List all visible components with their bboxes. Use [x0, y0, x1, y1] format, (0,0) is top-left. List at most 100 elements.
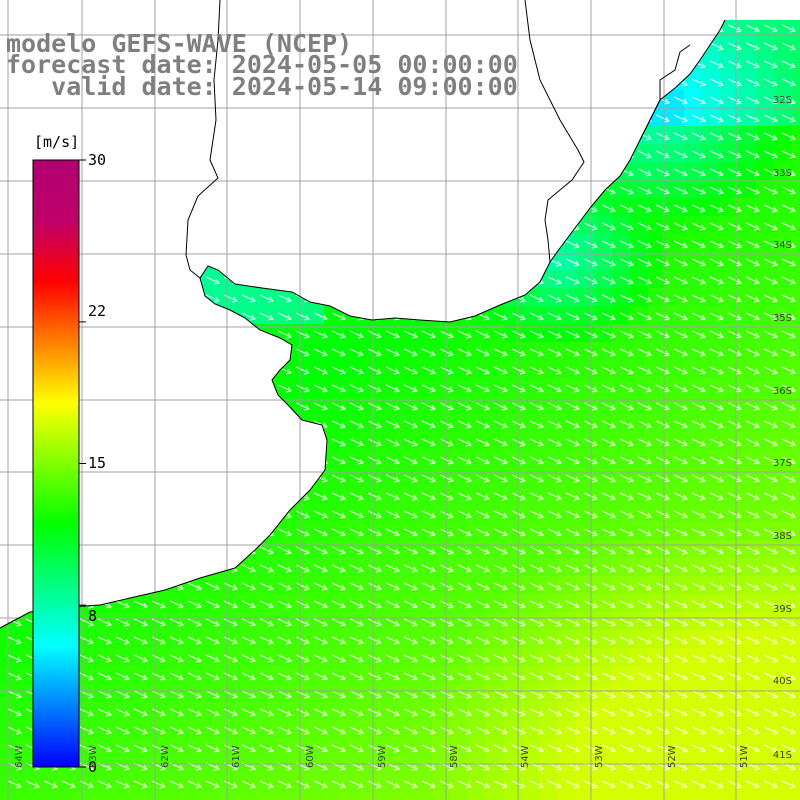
speed-cell	[360, 234, 378, 252]
speed-cell	[414, 612, 432, 630]
speed-cell	[18, 648, 36, 666]
speed-cell	[432, 756, 450, 774]
speed-cell	[216, 0, 234, 18]
speed-cell	[234, 216, 252, 234]
speed-cell	[684, 540, 702, 558]
wind-arrow	[763, 186, 778, 195]
wind-arrow	[421, 294, 436, 303]
speed-cell	[648, 54, 666, 72]
wind-arrow	[727, 402, 742, 411]
speed-cell	[468, 126, 486, 144]
speed-cell	[702, 72, 720, 90]
wind-arrow	[763, 654, 778, 663]
speed-cell	[684, 360, 702, 378]
speed-cell	[540, 72, 558, 90]
wind-arrow	[727, 150, 742, 159]
speed-cell	[216, 468, 234, 486]
speed-cell	[216, 756, 234, 774]
speed-cell	[144, 450, 162, 468]
speed-cell	[90, 540, 108, 558]
wind-arrow	[349, 636, 364, 645]
speed-cell	[306, 396, 324, 414]
wind-arrow	[277, 744, 292, 753]
wind-arrow	[421, 312, 436, 321]
speed-cell	[540, 216, 558, 234]
speed-cell	[180, 342, 198, 360]
wind-arrow	[97, 168, 112, 177]
wind-arrow	[619, 42, 634, 51]
speed-cell	[432, 144, 450, 162]
wind-arrow	[349, 528, 364, 537]
wind-arrow	[367, 780, 382, 789]
speed-cell	[666, 234, 684, 252]
wind-arrow	[547, 168, 562, 177]
wind-arrow	[187, 654, 202, 663]
speed-cell	[144, 540, 162, 558]
wind-arrow	[637, 312, 652, 321]
wind-arrow	[493, 600, 508, 609]
wind-arrow	[115, 744, 130, 753]
speed-cell	[666, 486, 684, 504]
speed-cell	[684, 792, 702, 800]
wind-arrow	[169, 114, 184, 123]
wind-arrow	[7, 654, 22, 663]
speed-cell	[144, 468, 162, 486]
wind-arrow	[565, 618, 580, 627]
speed-cell	[198, 684, 216, 702]
speed-cell	[144, 684, 162, 702]
wind-arrow	[709, 546, 724, 555]
speed-cell	[540, 630, 558, 648]
speed-cell	[792, 0, 800, 18]
wind-arrow	[619, 528, 634, 537]
speed-cell	[198, 702, 216, 720]
wind-arrow	[709, 672, 724, 681]
wind-arrow	[349, 546, 364, 555]
speed-cell	[612, 468, 630, 486]
speed-cell	[342, 0, 360, 18]
speed-cell	[792, 108, 800, 126]
wind-arrow	[169, 258, 184, 267]
speed-cell	[414, 522, 432, 540]
speed-cell	[486, 144, 504, 162]
speed-cell	[270, 252, 288, 270]
wind-arrow	[763, 132, 778, 141]
speed-cell	[756, 792, 774, 800]
speed-cell	[414, 576, 432, 594]
speed-cell	[648, 270, 666, 288]
wind-arrow	[709, 240, 724, 249]
speed-cell	[630, 306, 648, 324]
wind-arrow	[727, 24, 742, 33]
speed-cell	[342, 306, 360, 324]
speed-cell	[270, 108, 288, 126]
speed-cell	[162, 360, 180, 378]
speed-cell	[0, 306, 18, 324]
wind-arrow	[7, 564, 22, 573]
wind-arrow	[691, 168, 706, 177]
speed-cell	[396, 774, 414, 792]
speed-cell	[756, 306, 774, 324]
speed-cell	[378, 576, 396, 594]
speed-cell	[306, 216, 324, 234]
speed-cell	[540, 342, 558, 360]
wind-arrow	[25, 780, 40, 789]
wind-arrow	[763, 168, 778, 177]
speed-cell	[90, 180, 108, 198]
speed-cell	[198, 792, 216, 800]
wind-arrow	[727, 636, 742, 645]
wind-arrow	[745, 204, 760, 213]
wind-arrow	[655, 42, 670, 51]
wind-arrow	[637, 636, 652, 645]
speed-cell	[432, 396, 450, 414]
wind-arrow	[259, 312, 274, 321]
speed-cell	[450, 684, 468, 702]
wind-arrow	[115, 366, 130, 375]
speed-cell	[630, 378, 648, 396]
wind-arrow	[367, 438, 382, 447]
speed-cell	[720, 666, 738, 684]
speed-cell	[774, 108, 792, 126]
wind-arrow	[709, 420, 724, 429]
speed-cell	[630, 522, 648, 540]
speed-cell	[306, 144, 324, 162]
wind-arrow	[97, 582, 112, 591]
wind-arrow	[637, 690, 652, 699]
